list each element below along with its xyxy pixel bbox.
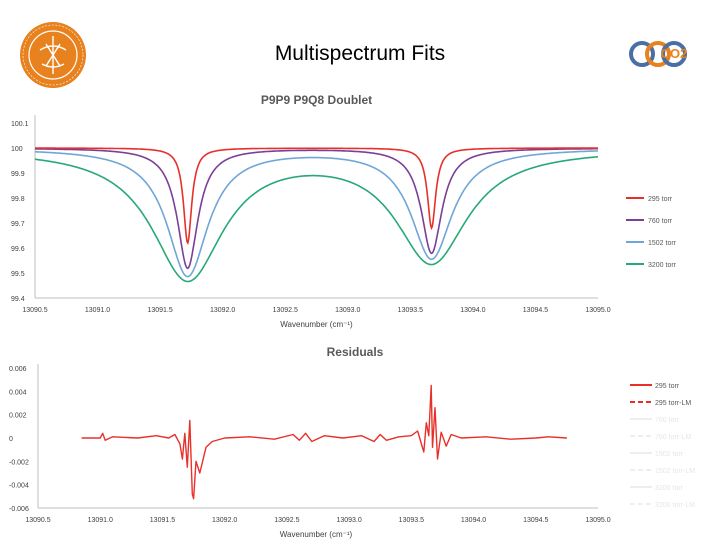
legend-label: 3200 torr-LM — [655, 502, 695, 509]
legend-label: 760 torr — [648, 218, 673, 225]
x-tick-label: 13092.5 — [273, 307, 298, 314]
legend-label: 1502 torr — [655, 451, 684, 458]
y-tick-label: 99.9 — [11, 171, 25, 178]
chart-title: P9P9 P9Q8 Doublet — [261, 93, 372, 107]
y-tick-label: 100.1 — [11, 121, 29, 128]
series-line-295-torr — [35, 147, 598, 245]
legend-label: 3200 torr — [655, 485, 684, 492]
doublet-chart: P9P9 P9Q8 Doublet 99.4 99.5 99.6 99.7 99.8 99.… — [11, 93, 677, 329]
x-tick-label: 13091.5 — [150, 517, 175, 524]
legend-label: 760 torr-LM — [655, 434, 691, 441]
x-tick-label: 13093.0 — [335, 307, 360, 314]
legend-label: 295 torr-LM — [655, 400, 691, 407]
y-tick-label: 0.004 — [9, 389, 27, 396]
x-tick-label: 13093.0 — [336, 517, 361, 524]
x-tick-label: 13092.5 — [274, 517, 299, 524]
residual-line-295-torr — [81, 384, 567, 500]
y-tick-label: 0.002 — [9, 413, 27, 420]
legend-label: 3200 torr — [648, 262, 677, 269]
slide-title: Multispectrum Fits — [274, 42, 446, 65]
y-tick-label: 99.5 — [11, 271, 25, 278]
x-tick-label: 13094.0 — [460, 307, 485, 314]
series-line-1502-torr — [35, 150, 598, 278]
x-axis-label: Wavenumber (cm⁻¹) — [280, 320, 353, 329]
x-tick-label: 13093.5 — [399, 517, 424, 524]
x-tick-label: 13091.0 — [85, 307, 110, 314]
legend-label: 295 torr — [655, 383, 680, 390]
x-tick-label: 13095.0 — [585, 517, 610, 524]
legend-label: 1502 torr-LM — [655, 468, 695, 475]
oco2-logo-text: CO2 — [661, 46, 688, 61]
legend-label: 760 torr — [655, 417, 680, 424]
legend-label: 1502 torr — [648, 240, 677, 247]
x-tick-label: 13095.0 — [585, 307, 610, 314]
chart-title: Residuals — [327, 345, 384, 359]
oco2-logo: CO2 — [629, 41, 688, 67]
y-tick-label: 99.7 — [11, 221, 25, 228]
x-tick-label: 13092.0 — [210, 307, 235, 314]
y-tick-label: 0 — [9, 436, 13, 443]
residuals-chart: Residuals -0.006 -0.004 -0.002 0 0.002 0.004 0.… — [9, 345, 695, 539]
y-tick-label: 99.4 — [11, 296, 25, 303]
series-line-3200-torr — [34, 155, 599, 283]
y-tick-label: -0.002 — [9, 459, 29, 466]
y-tick-label: -0.004 — [9, 483, 29, 490]
legend-label: 295 torr — [648, 196, 673, 203]
x-tick-label: 13090.5 — [22, 307, 47, 314]
y-tick-label: 99.8 — [11, 196, 25, 203]
y-tick-label: -0.006 — [9, 506, 29, 513]
x-axis-label: Wavenumber (cm⁻¹) — [280, 530, 353, 539]
x-tick-label: 13091.0 — [88, 517, 113, 524]
university-seal-logo — [20, 22, 86, 88]
x-tick-label: 13090.5 — [25, 517, 50, 524]
x-tick-label: 13094.5 — [523, 307, 548, 314]
x-tick-label: 13094.5 — [523, 517, 548, 524]
x-tick-label: 13094.0 — [461, 517, 486, 524]
y-tick-label: 100 — [11, 146, 23, 153]
x-tick-label: 13092.0 — [212, 517, 237, 524]
x-tick-label: 13093.5 — [398, 307, 423, 314]
series-line-760-torr — [35, 147, 598, 270]
y-tick-label: 0.006 — [9, 366, 27, 373]
x-tick-label: 13091.5 — [147, 307, 172, 314]
y-tick-label: 99.6 — [11, 246, 25, 253]
